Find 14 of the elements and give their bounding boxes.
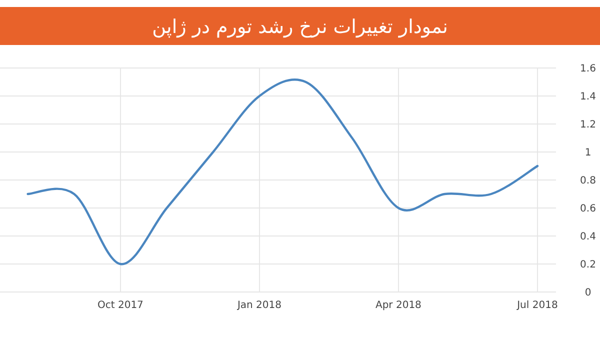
y-tick-label: 0 xyxy=(584,288,592,298)
y-tick-label: 0.2 xyxy=(580,260,596,270)
y-tick-label: 0.4 xyxy=(580,232,596,242)
y-tick-label: 0.6 xyxy=(580,204,596,214)
y-tick-label: 1.4 xyxy=(580,92,596,102)
x-tick-label: Oct 2017 xyxy=(98,300,144,311)
y-tick-label: 1 xyxy=(584,148,592,158)
chart-title: نمودار تغییرات نرخ رشد تورم در ژاپن xyxy=(152,16,448,38)
x-tick-label: Jul 2018 xyxy=(516,300,558,311)
y-tick-label: 1.2 xyxy=(580,120,596,130)
y-tick-label: 0.8 xyxy=(580,176,596,186)
y-tick-label: 1.6 xyxy=(580,64,596,74)
x-tick-label: Jan 2018 xyxy=(236,300,282,311)
x-tick-label: Apr 2018 xyxy=(376,300,422,311)
